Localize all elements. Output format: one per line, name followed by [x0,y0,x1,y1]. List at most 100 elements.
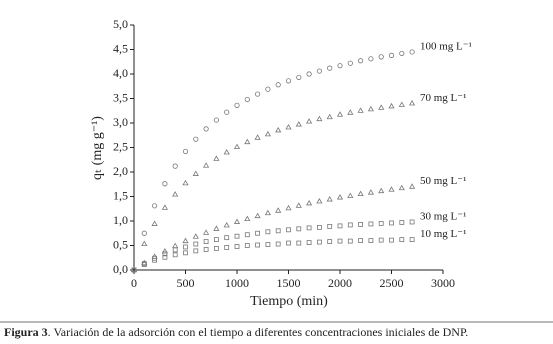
data-point [233,218,241,224]
series-label: 50 mg L⁻¹ [420,175,466,187]
data-point [306,118,313,124]
x-tick-label: 500 [177,276,195,290]
data-point [275,228,281,234]
data-point [255,230,261,236]
data-point [316,115,323,122]
x-tick-label: 2500 [380,276,404,290]
data-point [213,117,219,123]
data-point [234,102,240,108]
data-point [285,204,292,211]
data-point [388,102,395,109]
data-point [275,126,282,133]
data-point [182,237,189,244]
data-point [192,233,199,239]
data-point [378,54,384,60]
caption-label: Figura 3 [4,325,48,339]
data-point [327,223,333,229]
y-tick-label: 2,0 [113,164,128,178]
data-point [182,179,189,186]
data-point [326,196,333,202]
data-point [244,138,251,145]
data-point [213,246,219,251]
data-point [285,124,292,130]
data-point [296,240,302,246]
data-point [255,242,261,248]
data-point [172,242,179,248]
data-point [193,248,199,254]
data-point [265,86,271,92]
data-point [286,240,291,246]
data-point [357,190,364,197]
series-label: 70 mg L⁻¹ [420,92,466,104]
data-point [378,187,385,194]
data-point [306,199,313,206]
data-point [327,65,333,71]
x-tick-label: 1500 [277,276,301,290]
data-point [378,104,385,110]
data-point [213,225,220,231]
data-point [389,237,394,243]
data-point [213,155,220,161]
data-point [357,107,364,113]
data-point [358,238,364,244]
series-label: 10 mg L⁻¹ [420,228,466,240]
data-point [162,181,168,187]
data-point [172,191,179,197]
data-point [316,197,323,204]
data-point [398,101,405,107]
data-point [244,243,250,248]
data-point [275,207,282,213]
data-point [337,63,343,69]
data-point [224,245,230,250]
data-point [244,96,250,103]
data-point [337,223,343,229]
data-point [203,162,210,168]
y-axis-title: qₜ (mg g⁻¹) [90,116,105,180]
x-tick-label: 0 [131,276,137,290]
x-tick-label: 3000 [431,276,455,290]
data-point [316,68,322,74]
data-point [326,113,333,120]
data-point [358,222,364,227]
y-tick-label: 1,5 [113,188,128,202]
data-point [336,194,344,200]
data-point [409,183,416,189]
data-point [265,242,271,247]
data-point [327,239,333,244]
data-point [131,267,137,273]
data-point [389,220,394,226]
y-tick-label: 1,0 [113,213,128,227]
x-axis-title: Tiempo (min) [250,294,328,309]
data-point [193,241,199,247]
y-tick-label: 3,5 [113,90,128,104]
data-point [203,239,209,244]
y-tick-label: 0,5 [113,237,128,251]
data-point [254,212,261,219]
data-point [161,204,168,210]
data-point [193,136,199,142]
data-point [264,130,271,137]
data-point [233,143,241,150]
x-tick-label: 2000 [328,276,352,290]
data-point [162,251,168,257]
data-point [183,250,188,256]
y-tick-label: 2,5 [113,139,128,153]
y-tick-label: 5,0 [113,17,128,31]
data-point [347,238,353,244]
data-point [275,241,281,247]
data-point [347,109,354,115]
data-point [275,82,281,88]
data-point [296,226,302,232]
data-point [213,237,219,243]
data-point [152,257,158,263]
data-point [254,134,261,140]
data-point [265,229,271,235]
data-point [244,232,250,238]
data-point [347,60,353,66]
data-point [141,230,147,236]
data-point [347,192,354,199]
data-point [172,163,178,169]
y-tick-label: 3,0 [113,115,128,129]
data-point [285,78,292,84]
